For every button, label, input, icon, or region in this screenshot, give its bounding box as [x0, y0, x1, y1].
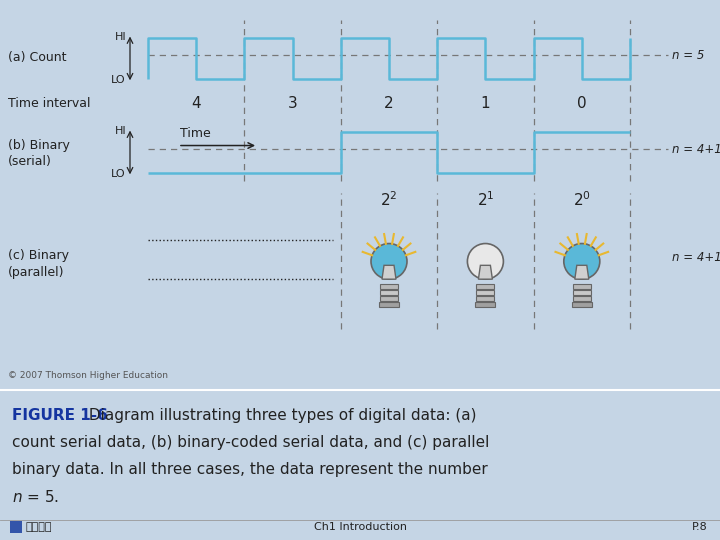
- Text: 歐亞書局: 歐亞書局: [26, 522, 53, 532]
- Polygon shape: [575, 265, 589, 279]
- Text: 0: 0: [577, 97, 587, 111]
- Polygon shape: [478, 265, 492, 279]
- Text: (c) Binary: (c) Binary: [8, 249, 69, 262]
- Text: Time interval: Time interval: [8, 97, 91, 111]
- Text: Time: Time: [180, 126, 211, 140]
- Bar: [380, 296, 398, 301]
- Polygon shape: [382, 265, 396, 279]
- Text: 4: 4: [192, 97, 201, 111]
- Bar: [572, 302, 592, 307]
- Text: Diagram illustrating three types of digital data: (a): Diagram illustrating three types of digi…: [84, 408, 477, 423]
- Text: n = 4+1 = 5: n = 4+1 = 5: [672, 143, 720, 156]
- Text: binary data. In all three cases, the data represent the number: binary data. In all three cases, the dat…: [12, 462, 487, 477]
- Bar: [477, 284, 495, 289]
- Circle shape: [564, 244, 600, 279]
- Text: Ch1 Introduction: Ch1 Introduction: [313, 522, 407, 532]
- Text: HI: HI: [114, 126, 126, 136]
- Text: $2^1$: $2^1$: [477, 191, 494, 210]
- Text: 2: 2: [384, 97, 394, 111]
- Text: n = 5: n = 5: [672, 49, 704, 62]
- Bar: [380, 290, 398, 295]
- Text: LO: LO: [112, 169, 126, 179]
- Text: LO: LO: [112, 75, 126, 85]
- Text: (a) Count: (a) Count: [8, 51, 66, 64]
- Bar: [380, 284, 398, 289]
- Text: © 2007 Thomson Higher Education: © 2007 Thomson Higher Education: [8, 371, 168, 380]
- Bar: [477, 296, 495, 301]
- Text: n = 4+1 = 5: n = 4+1 = 5: [672, 251, 720, 264]
- Circle shape: [371, 244, 407, 279]
- Bar: [379, 302, 399, 307]
- Bar: [573, 296, 591, 301]
- Circle shape: [467, 244, 503, 279]
- Bar: [475, 302, 495, 307]
- Bar: [573, 290, 591, 295]
- Text: P.8: P.8: [692, 522, 708, 532]
- Text: count serial data, (b) binary-coded serial data, and (c) parallel: count serial data, (b) binary-coded seri…: [12, 435, 490, 450]
- Text: $n$ = 5.: $n$ = 5.: [12, 489, 59, 505]
- Text: (parallel): (parallel): [8, 266, 65, 279]
- Text: (b) Binary: (b) Binary: [8, 139, 70, 152]
- Text: FIGURE 1-6: FIGURE 1-6: [12, 408, 108, 423]
- Bar: [573, 284, 591, 289]
- Bar: [10, 521, 22, 533]
- Text: $2^2$: $2^2$: [380, 191, 397, 210]
- Text: (serial): (serial): [8, 155, 52, 168]
- Text: 1: 1: [480, 97, 490, 111]
- Bar: [477, 290, 495, 295]
- Text: $2^0$: $2^0$: [573, 191, 591, 210]
- Text: HI: HI: [114, 32, 126, 42]
- Text: 3: 3: [288, 97, 297, 111]
